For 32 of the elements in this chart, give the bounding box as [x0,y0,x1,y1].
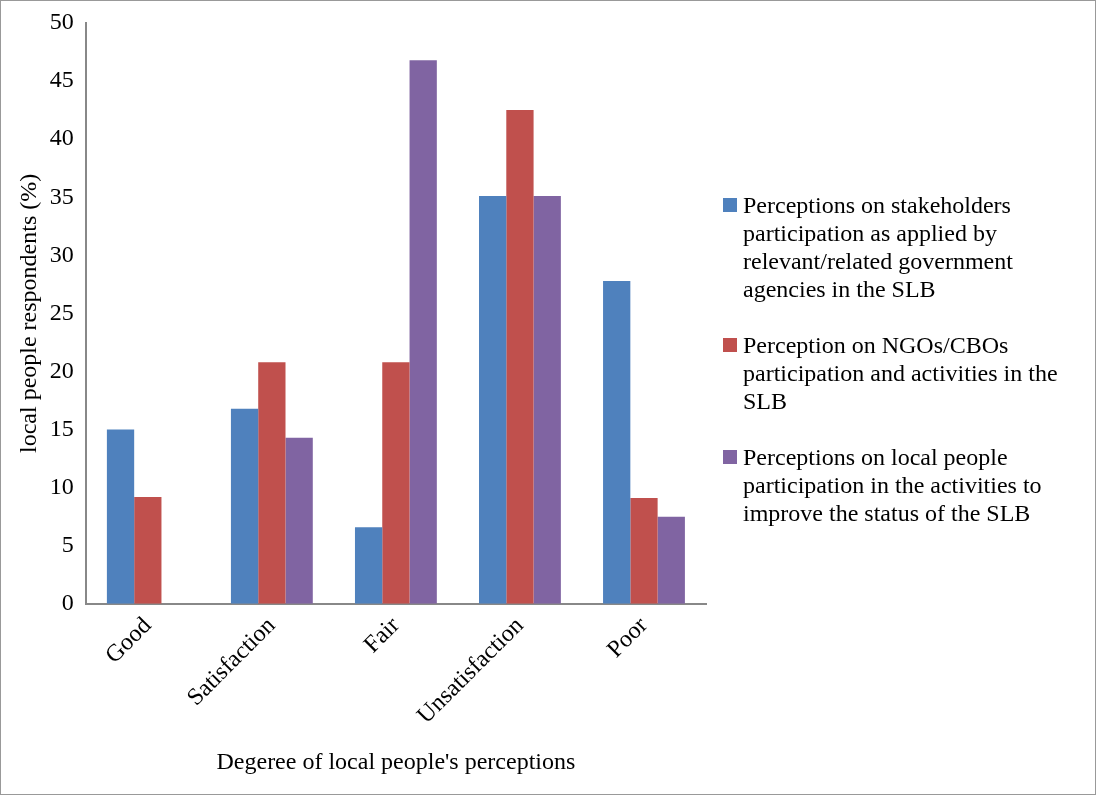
bar [533,196,561,604]
y-tick-label: 45 [49,66,74,93]
bar [230,408,259,604]
y-tick-label: 5 [61,531,74,558]
y-tick-label: 10 [49,472,74,499]
y-tick-label: 30 [49,240,74,267]
x-tick-label: Poor [601,611,652,663]
y-tick-label: 15 [49,414,74,441]
bar [106,429,135,604]
x-axis-title: Degeree of local people's perceptions [216,747,576,774]
legend-label: Perceptions on stakeholders participation as applied by relevant/related government agencies in the SLB [743,191,1014,303]
bar [657,516,685,604]
y-tick-label: 20 [49,356,74,383]
y-tick-label: 50 [49,8,74,35]
y-axis-title: local people respondents (%) [14,173,41,454]
bar [354,527,383,604]
bar [382,362,410,604]
bar [630,498,658,604]
bar [285,437,313,604]
legend-label: Perceptions on local people participation in the activities to improve the status of the SLB [743,443,1043,527]
y-tick-label: 35 [49,182,74,209]
bar [479,196,507,604]
y-tick-label: 40 [49,124,74,151]
y-tick-label: 0 [61,589,74,616]
legend-label: Perception on NGOs/CBOs participation and activities in the SLB [743,331,1059,415]
bar [409,60,437,604]
bar [506,110,534,604]
bar [258,362,286,604]
y-tick-label: 25 [49,298,74,325]
x-tick-label: Fair [358,611,404,658]
bar [134,496,162,604]
bar [603,280,631,604]
